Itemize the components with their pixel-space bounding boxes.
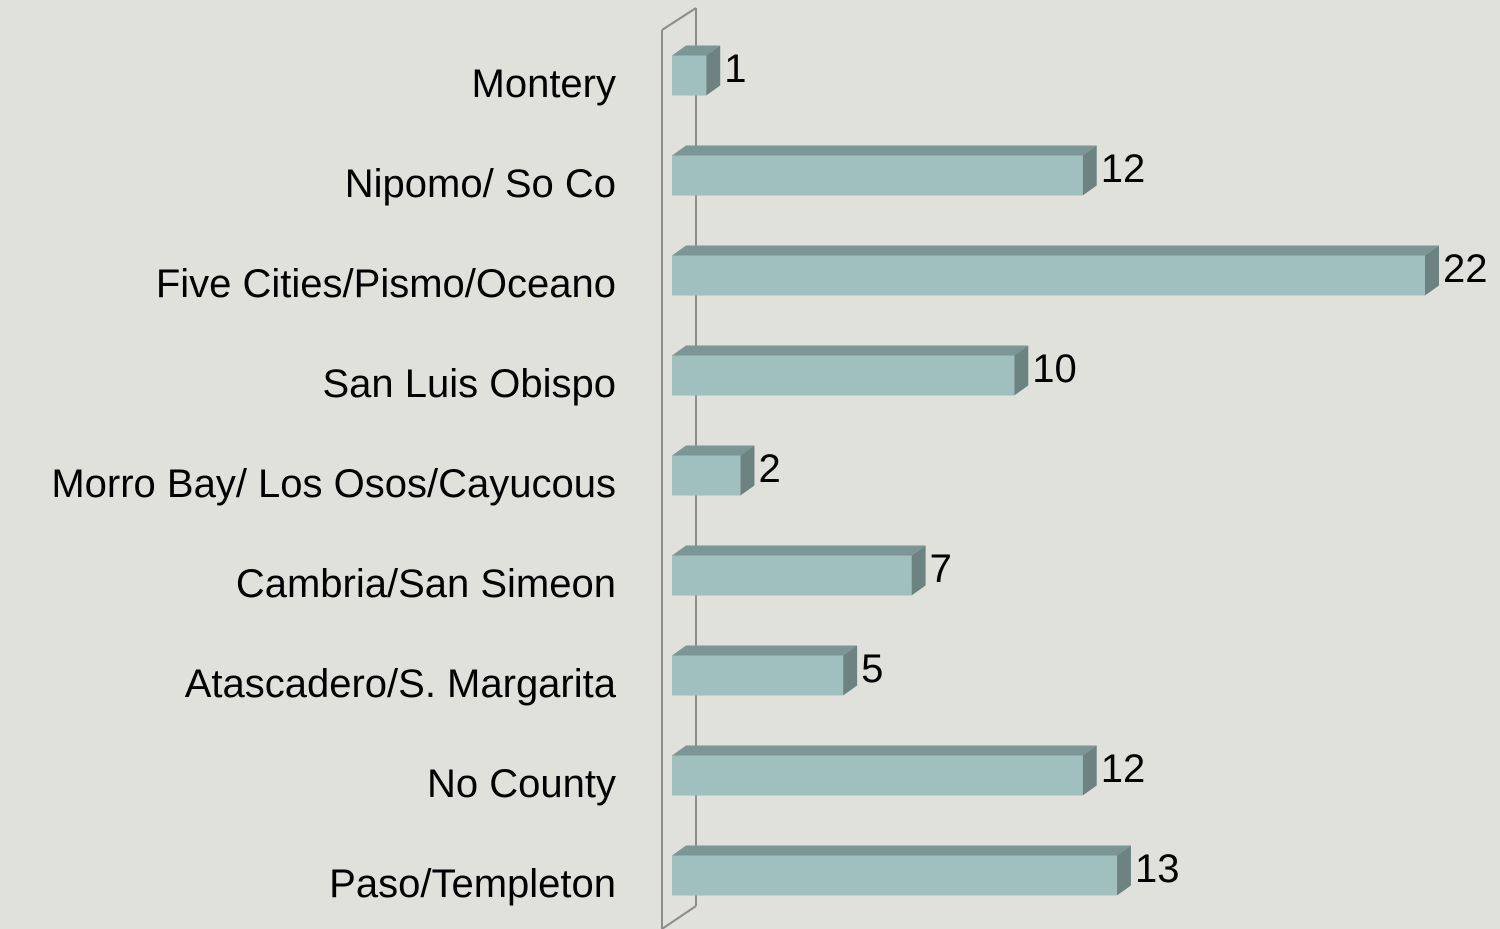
bar-side (1082, 745, 1097, 796)
category-label: San Luis Obispo (322, 362, 616, 406)
bar-front (672, 655, 844, 696)
value-label: 22 (1443, 247, 1488, 291)
value-label: 12 (1101, 147, 1146, 191)
bar-top (672, 545, 926, 556)
bar-top (672, 145, 1097, 156)
bar-side (706, 45, 721, 96)
bar (672, 445, 755, 496)
bar (672, 45, 721, 96)
value-label: 7 (930, 547, 952, 591)
bar-side (1014, 345, 1029, 396)
value-label: 12 (1101, 747, 1146, 791)
bar-front (672, 555, 912, 596)
bar (672, 845, 1131, 896)
bar-side (1082, 145, 1097, 196)
bar-side (911, 545, 926, 596)
bar-top (672, 645, 858, 656)
bar-side (1116, 845, 1131, 896)
bar-top (672, 245, 1439, 256)
bar-side (1425, 245, 1439, 296)
bar-front (672, 55, 707, 96)
category-label: Atascadero/S. Margarita (185, 662, 617, 706)
value-label: 13 (1135, 847, 1180, 891)
bar-front (672, 855, 1117, 896)
value-label: 2 (758, 447, 780, 491)
bar (672, 245, 1439, 296)
bar-top (672, 745, 1097, 756)
bar-side (843, 645, 858, 696)
bar (672, 545, 926, 596)
bar-top (672, 445, 755, 456)
bar-front (672, 455, 741, 496)
bar (672, 145, 1097, 196)
bar-side (740, 445, 755, 496)
bar-front (672, 355, 1015, 396)
value-label: 1 (724, 47, 746, 91)
bar (672, 345, 1029, 396)
category-label: Nipomo/ So Co (345, 162, 616, 206)
bar (672, 745, 1097, 796)
bar (672, 645, 858, 696)
category-label: No County (427, 762, 616, 806)
category-label: Cambria/San Simeon (236, 562, 616, 606)
bar-top (672, 345, 1029, 356)
bar-top (672, 45, 721, 56)
category-label: Paso/Templeton (329, 862, 616, 906)
value-label: 5 (861, 647, 883, 691)
value-label: 10 (1032, 347, 1077, 391)
bar-front (672, 755, 1083, 796)
category-label: Montery (472, 62, 617, 106)
category-label: Morro Bay/ Los Osos/Cayucous (51, 462, 616, 506)
bar-front (672, 155, 1083, 196)
category-label: Five Cities/Pismo/Oceano (156, 262, 616, 306)
bar-top (672, 845, 1131, 856)
bar-front (672, 255, 1425, 296)
